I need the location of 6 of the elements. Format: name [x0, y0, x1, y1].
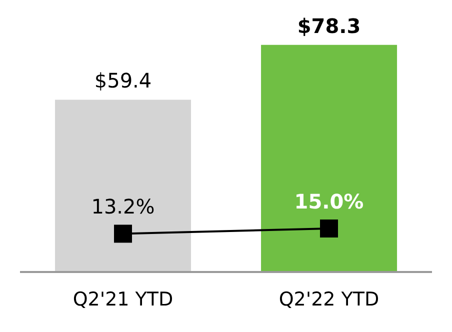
- data-label: 15.0%: [294, 190, 364, 214]
- x-tick-label: Q2'21 YTD: [72, 288, 174, 310]
- x-tick-label: Q2'22 YTD: [278, 288, 380, 310]
- data-label: $59.4: [94, 68, 152, 93]
- data-label: $78.3: [297, 14, 361, 38]
- data-label: 13.2%: [91, 194, 155, 219]
